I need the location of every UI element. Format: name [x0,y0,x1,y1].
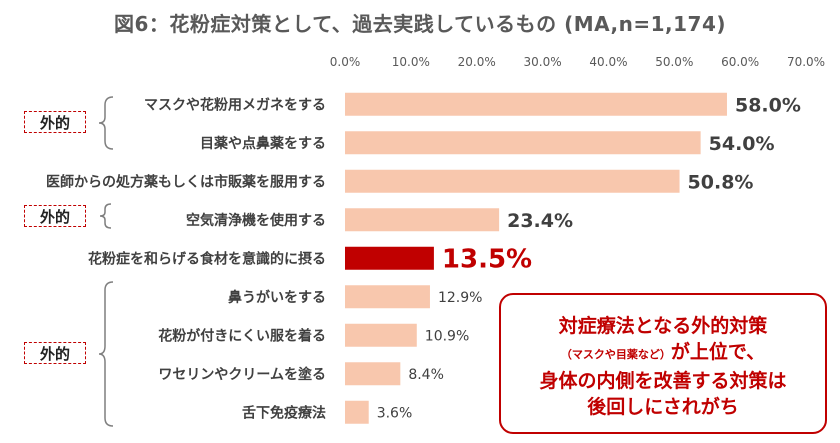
category-label: 医師からの処方薬もしくは市販薬を服用する [46,173,326,190]
value-label: 50.8% [688,171,754,193]
bar [345,285,430,309]
tag-external-bottom: 外的 [24,342,86,364]
tag-external-mid: 外的 [24,205,86,227]
bar [345,323,417,347]
bar [345,169,680,193]
value-label: 8.4% [408,367,444,383]
value-label: 13.5% [442,244,532,274]
chart-title: 図6：花粉症対策として、過去実践しているもの (MA,n=1,174) [113,12,727,36]
brace-mid [99,203,112,229]
x-tick-label: 10.0% [392,55,430,69]
category-label: マスクや花粉用メガネをする [144,96,326,113]
bar [345,362,401,386]
category-label: ワセリンやクリームを塗る [158,366,326,383]
bar [345,92,727,116]
category-label: 舌下免疫療法 [242,404,326,421]
bar [345,400,369,424]
value-label: 58.0% [735,94,801,116]
callout-line2-rest: が上位で、 [670,341,766,363]
category-label: 花粉症を和らげる食材を意識的に摂る [88,250,326,267]
x-tick-label: 70.0% [787,55,825,69]
brace-top [98,96,114,150]
value-label: 23.4% [507,210,573,232]
x-tick-label: 50.0% [655,55,693,69]
category-label: 目薬や点鼻薬をする [200,135,326,152]
callout-line4: 後回しにされがち [587,396,739,418]
bar-highlight [345,246,434,270]
value-label: 54.0% [709,133,775,155]
callout-box: 対症療法となる外的対策 （マスクや目薬など）が上位で、 身体の内側を改善する対策… [499,293,827,434]
x-tick-label: 20.0% [458,55,496,69]
bar [345,208,500,232]
x-tick-label: 60.0% [721,55,759,69]
value-label: 12.9% [438,290,482,306]
callout-line1: 対症療法となる外的対策 [558,315,768,337]
value-label: 10.9% [425,328,469,344]
value-label: 3.6% [377,405,413,421]
x-tick-label: 0.0% [330,55,361,69]
x-tick-label: 30.0% [524,55,562,69]
category-label: 空気清浄機を使用する [186,212,326,229]
tag-external-top: 外的 [24,111,86,133]
category-label: 花粉が付きにくい服を着る [158,327,326,344]
category-label: 鼻うがいをする [228,289,326,306]
brace-bottom [98,281,114,427]
callout-line2-small: （マスクや目薬など） [560,348,671,361]
callout-line3: 身体の内側を改善する対策は [539,370,787,392]
bar [345,131,701,155]
callout-line2: （マスクや目薬など）が上位で、 [501,339,825,368]
x-tick-label: 40.0% [589,55,627,69]
